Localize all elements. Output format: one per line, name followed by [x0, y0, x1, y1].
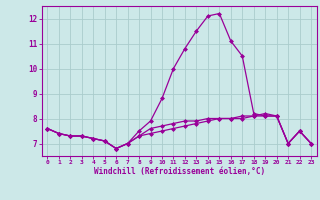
- X-axis label: Windchill (Refroidissement éolien,°C): Windchill (Refroidissement éolien,°C): [94, 167, 265, 176]
